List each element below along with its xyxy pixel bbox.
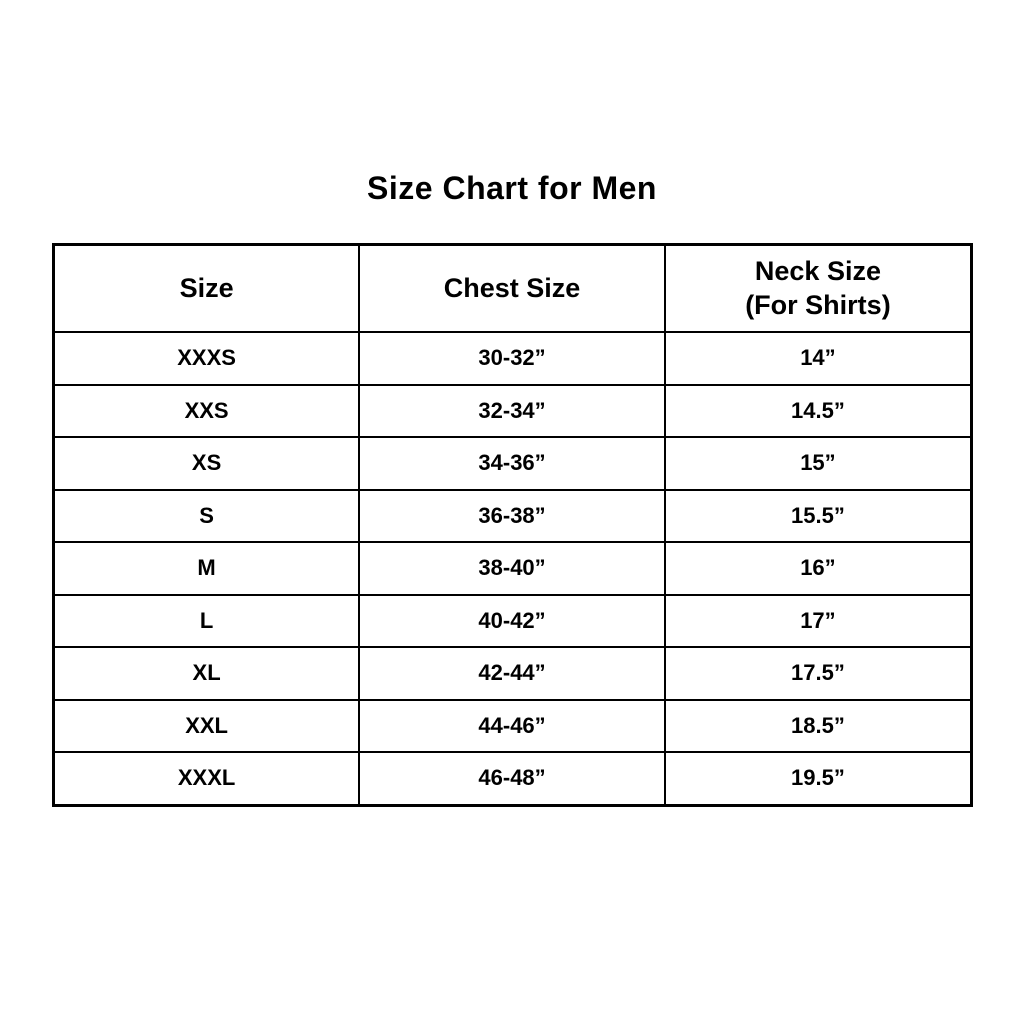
neck-cell: 17” <box>663 593 973 648</box>
table-row: L 40-42” 17” <box>52 593 973 648</box>
table-header: Size Chest Size Neck Size (For Shirts) <box>52 243 973 333</box>
neck-cell: 17.5” <box>663 646 973 701</box>
size-chart-table: Size Chest Size Neck Size (For Shirts) X… <box>52 243 973 807</box>
size-cell: XXXS <box>52 331 361 386</box>
neck-cell: 19.5” <box>663 751 973 806</box>
chest-cell: 46-48” <box>358 751 666 806</box>
chest-cell: 34-36” <box>358 436 666 491</box>
size-cell: S <box>52 488 361 543</box>
size-cell: XXXL <box>52 751 361 806</box>
size-cell: XXL <box>52 698 361 753</box>
chest-cell: 42-44” <box>358 646 666 701</box>
table-row: XS 34-36” 15” <box>52 436 973 491</box>
column-header-neck-sublabel: (For Shirts) <box>745 289 891 320</box>
table-row: XL 42-44” 17.5” <box>52 646 973 701</box>
table-row: XXXL 46-48” 19.5” <box>52 751 973 806</box>
table-row: S 36-38” 15.5” <box>52 488 973 543</box>
size-cell: XL <box>52 646 361 701</box>
column-header-size: Size <box>52 243 361 333</box>
chest-cell: 40-42” <box>358 593 666 648</box>
chest-cell: 38-40” <box>358 541 666 596</box>
size-cell: XS <box>52 436 361 491</box>
column-header-chest: Chest Size <box>358 243 666 333</box>
neck-cell: 16” <box>663 541 973 596</box>
column-header-chest-label: Chest Size <box>443 272 581 303</box>
chest-cell: 32-34” <box>358 383 666 438</box>
neck-cell: 14.5” <box>663 383 973 438</box>
neck-cell: 14” <box>663 331 973 386</box>
chest-cell: 30-32” <box>358 331 666 386</box>
table-row: M 38-40” 16” <box>52 541 973 596</box>
neck-cell: 18.5” <box>663 698 973 753</box>
table-body: XXXS 30-32” 14” XXS 32-34” 14.5” XS 34-3… <box>52 331 973 806</box>
column-header-size-label: Size <box>179 272 234 303</box>
chest-cell: 36-38” <box>358 488 666 543</box>
table-row: XXS 32-34” 14.5” <box>52 383 973 438</box>
size-cell: M <box>52 541 361 596</box>
page-title: Size Chart for Men <box>367 170 657 206</box>
table-row: XXL 44-46” 18.5” <box>52 698 973 753</box>
chest-cell: 44-46” <box>358 698 666 753</box>
table-row: XXXS 30-32” 14” <box>52 331 973 386</box>
neck-cell: 15” <box>663 436 973 491</box>
size-cell: L <box>52 593 361 648</box>
header-row: Size Chest Size Neck Size (For Shirts) <box>52 243 973 333</box>
column-header-neck: Neck Size (For Shirts) <box>663 243 973 333</box>
neck-cell: 15.5” <box>663 488 973 543</box>
size-cell: XXS <box>52 383 361 438</box>
column-header-neck-label: Neck Size <box>754 255 881 286</box>
